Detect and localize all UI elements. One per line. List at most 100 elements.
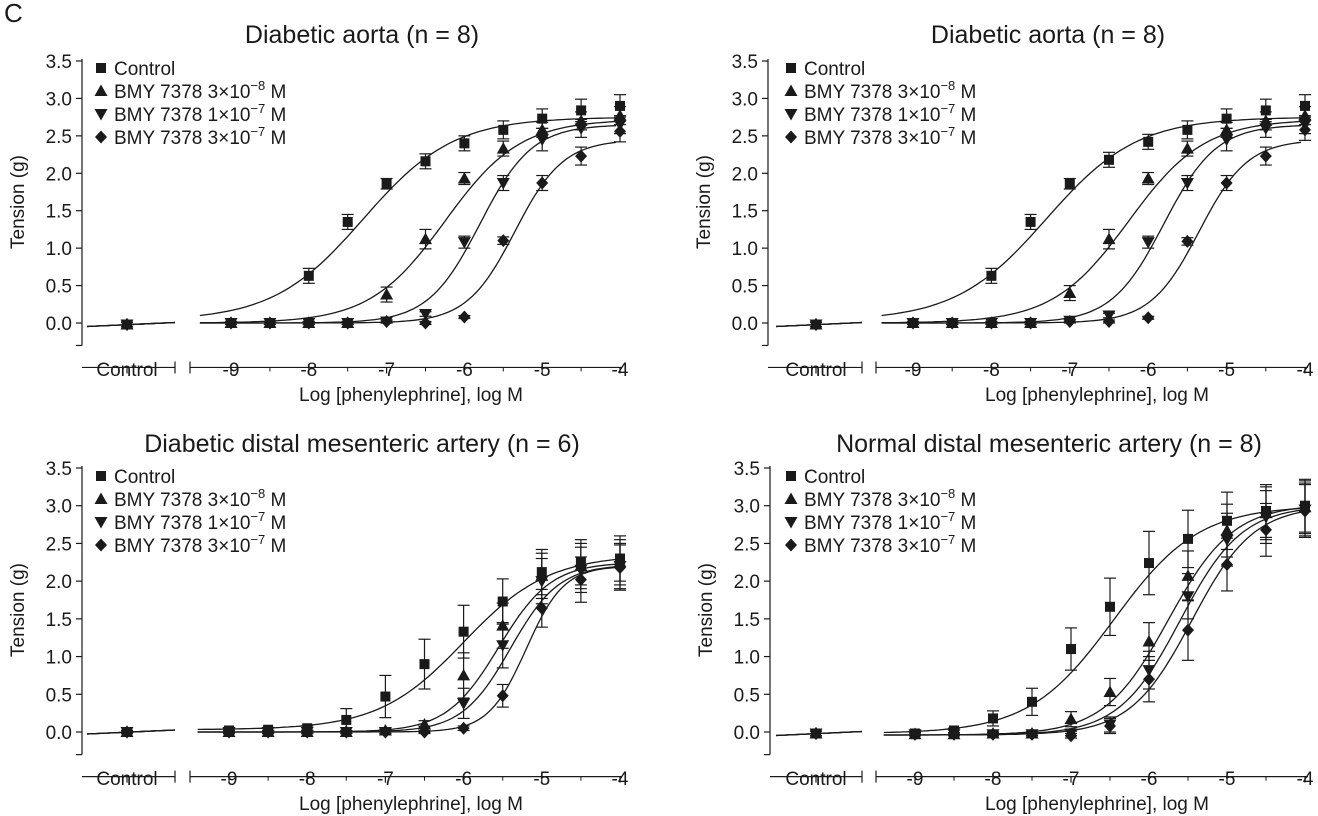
data-point-square [1183,533,1193,544]
data-point-square [342,216,353,227]
data-point-diamond [1181,234,1194,248]
data-point-diamond [1026,727,1038,741]
data-point-diamond [948,727,960,741]
y-tick-label: 1.0 [734,648,760,669]
data-point-diamond [302,316,315,330]
y-tick-label: 3.5 [734,459,760,480]
legend-marker-square [786,471,796,481]
legend-marker-diamond [785,538,797,552]
legend-label: BMY 7378 3×10−7 M [804,532,976,557]
x-axis-label: Log [phenylephrine], log M [985,794,1209,815]
x-tick-label: -9 [221,769,238,790]
data-point-diamond [341,316,354,330]
legend-marker-square [96,63,106,73]
data-point-triangle-down [496,178,510,190]
data-point-square [537,113,548,124]
legend-marker-triangle-up [784,84,798,96]
fit-curve [199,141,617,324]
data-point-triangle-down [1141,237,1155,249]
y-tick-label: 1.0 [46,648,72,669]
data-point-triangle-up [1103,685,1117,698]
y-tick-label: 3.5 [46,459,72,480]
legend-label: BMY 7378 1×10−7 M [114,101,286,126]
data-point-square [1105,601,1115,612]
data-point-triangle-down [457,698,471,710]
data-point-triangle-down [574,123,588,135]
x-tick-label: -6 [1141,769,1158,790]
data-point-diamond [574,573,587,587]
data-point-square [1182,124,1193,135]
data-point-square [1066,644,1076,655]
legend-marker-triangle-down [94,109,108,121]
data-point-triangle-down [457,237,471,249]
data-point-square [1221,113,1232,124]
legend-label: BMY 7378 3×10−7 M [804,124,976,149]
chart-title: Diabetic aorta (n = 8) [245,21,479,49]
fit-curve [881,117,1302,317]
data-point-diamond [987,727,999,741]
x-tick-label: -5 [1218,360,1235,381]
y-tick-label: 0.0 [46,314,72,335]
legend-label: BMY 7378 1×10−7 M [804,509,976,534]
x-tick-label: -5 [1219,769,1236,790]
data-point-square [303,270,314,281]
legend-label: Control [804,467,865,488]
x-tick-label: Control [96,769,157,790]
y-axis-label: Tension (g) [8,155,29,249]
legend-marker-triangle-down [784,517,798,529]
data-point-diamond [497,234,510,248]
y-tick-label: 3.5 [46,52,72,73]
legend-marker-diamond [95,130,107,144]
data-point-diamond [1221,558,1233,572]
y-axis-label: Tension (g) [694,155,715,249]
y-tick-label: 0.0 [46,723,72,744]
data-point-diamond [262,725,275,739]
y-tick-label: 1.0 [732,239,758,260]
fit-curve [199,125,617,324]
x-tick-label: -4 [1297,360,1314,381]
y-tick-label: 1.5 [46,202,72,223]
data-point-diamond [1182,623,1194,637]
x-axis-label: Log [phenylephrine], log M [299,794,523,815]
legend-marker-triangle-down [784,109,798,121]
data-point-square [615,100,625,111]
data-point-diamond [223,725,235,739]
data-point-diamond [379,725,392,739]
data-point-triangle-down [1259,123,1273,135]
y-tick-label: 0.5 [734,685,760,706]
y-tick-label: 3.0 [46,497,72,518]
chart-title: Normal distal mesenteric artery (n = 8) [836,430,1262,458]
y-tick-label: 2.0 [732,164,758,185]
data-point-diamond [121,317,133,331]
data-point-square [1260,105,1271,116]
fit-curve [199,120,617,324]
data-point-diamond [614,561,626,575]
y-tick-label: 0.5 [732,277,758,298]
data-point-diamond [457,721,470,735]
data-point-diamond [1063,315,1076,329]
y-tick-label: 3.0 [46,89,72,110]
fit-curve [881,120,1302,324]
data-point-diamond [909,727,921,741]
data-point-triangle-up [457,668,471,681]
data-point-triangle-up [1180,142,1194,154]
data-point-square [1104,154,1114,165]
x-tick-label: -4 [1297,769,1314,790]
x-tick-label: -8 [300,360,317,381]
data-point-triangle-up [1063,286,1077,299]
data-point-diamond [810,317,822,331]
x-tick-label: -6 [456,360,473,381]
y-tick-label: 1.5 [734,610,760,631]
x-tick-label: -5 [534,360,551,381]
fit-curve [881,141,1302,324]
legend-label: BMY 7378 3×10−7 M [114,532,286,557]
y-tick-label: 1.5 [46,610,72,631]
legend-marker-diamond [785,130,797,144]
legend-label: Control [114,467,175,488]
x-tick-label: -9 [223,360,240,381]
x-tick-label: -8 [985,769,1002,790]
data-point-square [1027,696,1037,707]
data-point-diamond [263,316,276,330]
y-tick-label: 0.5 [46,277,72,298]
data-point-triangle-up [419,232,432,245]
